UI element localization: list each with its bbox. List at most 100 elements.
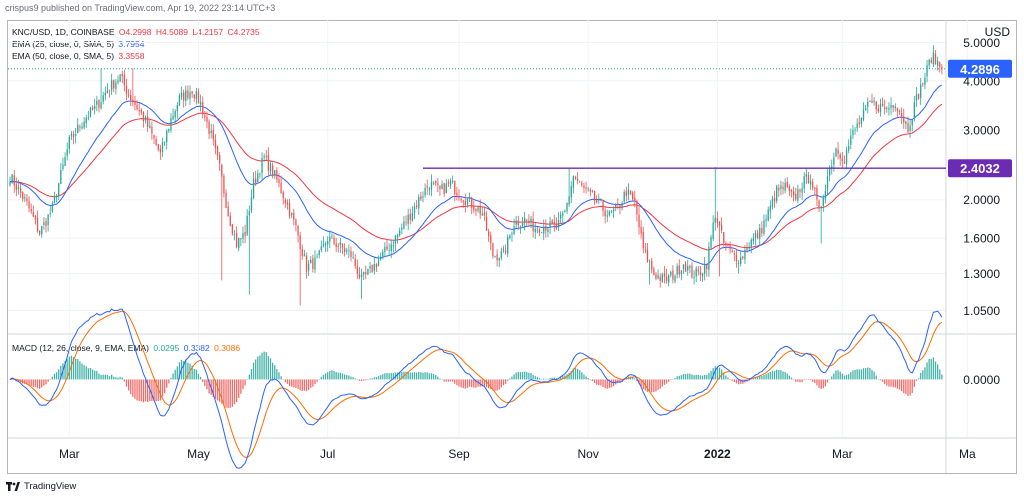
candle-body	[282, 192, 284, 199]
macd-histogram-bar	[589, 379, 591, 380]
candle-body	[432, 182, 435, 184]
candle-body	[854, 129, 856, 131]
candle-body	[540, 232, 543, 234]
candle-body	[896, 107, 899, 111]
candle-body	[682, 264, 685, 270]
macd-histogram-bar	[735, 379, 738, 384]
macd-histogram-bar	[445, 379, 447, 382]
candle-body	[898, 110, 901, 112]
candle-body	[886, 108, 888, 109]
candle-body	[837, 149, 839, 154]
macd-histogram-bar	[502, 379, 505, 386]
time-tick-label: Sep	[448, 447, 470, 461]
macd-histogram-bar	[473, 379, 475, 388]
macd-histogram-bar	[244, 379, 246, 386]
candle-body	[401, 227, 403, 230]
candle-body	[653, 268, 655, 275]
macd-histogram-bar	[490, 379, 492, 390]
candle-body	[612, 209, 615, 212]
macd-histogram-bar	[426, 372, 428, 380]
macd-histogram-bar	[710, 370, 712, 380]
candle-body	[475, 208, 477, 212]
macd-histogram-bar	[621, 379, 623, 382]
macd-histogram-bar	[170, 377, 172, 380]
macd-histogram-bar	[471, 379, 473, 388]
price-tick-label: 1.3000	[963, 267, 1000, 281]
candle-body	[100, 101, 102, 109]
macd-histogram-bar	[881, 379, 884, 382]
macd-histogram-bar	[127, 379, 130, 391]
candle-body	[420, 195, 422, 199]
macd-histogram-bar	[166, 379, 168, 388]
footer-brand: TradingView	[24, 480, 77, 492]
candle-body	[375, 264, 378, 268]
candle-body	[47, 214, 49, 225]
macd-histogram-bar	[314, 379, 316, 385]
candle-body	[13, 175, 15, 186]
candle-body	[161, 142, 164, 152]
candle-body	[805, 174, 807, 177]
candle-body	[337, 246, 339, 247]
candle-body	[117, 80, 119, 83]
candle-body	[718, 221, 721, 226]
candle-body	[371, 264, 373, 272]
macd-histogram-bar	[553, 377, 555, 380]
candle-body	[106, 90, 109, 94]
candle-body	[930, 60, 932, 63]
candle-body	[765, 219, 767, 222]
macd-histogram-bar	[94, 370, 96, 380]
candle-body	[151, 126, 153, 134]
candle-body	[528, 220, 530, 224]
candle-body	[426, 186, 428, 188]
macd-histogram-bar	[562, 375, 564, 380]
candle-body	[771, 198, 774, 207]
price-tick-label: 1.0500	[963, 304, 1000, 318]
candle-body	[670, 271, 672, 276]
macd-histogram-bar	[318, 379, 320, 380]
macd-histogram-bar	[600, 379, 602, 386]
macd-histogram-bar	[58, 369, 60, 380]
macd-histogram-bar	[890, 379, 892, 387]
ema25-line	[9, 84, 943, 266]
macd-histogram-bar	[121, 377, 123, 380]
candle-body	[221, 164, 223, 177]
candle-body	[733, 253, 735, 255]
candle-body	[185, 90, 187, 101]
candle-body	[803, 176, 805, 189]
macd-histogram-bar	[509, 378, 511, 380]
macd-histogram-bar	[49, 379, 51, 380]
candle-body	[521, 223, 524, 227]
macd-histogram-bar	[731, 379, 733, 381]
macd-legend: MACD (12, 26, close, 9, EMA, EMA) 0.0295…	[12, 343, 240, 353]
candle-body	[547, 229, 549, 233]
macd-histogram-bar	[850, 372, 852, 380]
candle-body	[905, 121, 907, 125]
macd-histogram-bar	[716, 366, 719, 380]
candle-body	[142, 112, 145, 122]
macd-histogram-bar	[693, 375, 695, 380]
macd-histogram-bar	[72, 357, 75, 380]
macd-histogram-bar	[534, 376, 536, 380]
candle-body	[77, 124, 79, 134]
macd-histogram-bar	[263, 351, 265, 380]
candle-body	[91, 107, 94, 111]
candle-body	[435, 181, 437, 184]
candle-body	[316, 256, 318, 258]
candle-body	[911, 119, 913, 126]
candle-body	[873, 101, 875, 103]
candle-body	[240, 238, 242, 240]
macd-histogram-bar	[219, 379, 221, 402]
candle-body	[53, 196, 56, 203]
candle-body	[428, 188, 431, 190]
candle-body	[172, 115, 174, 120]
macd-histogram-bar	[451, 379, 454, 382]
macd-histogram-bar	[53, 373, 56, 380]
candle-body	[333, 237, 335, 244]
candle-body	[638, 214, 640, 228]
macd-histogram-bar	[178, 362, 181, 380]
macd-histogram-bar	[608, 379, 611, 389]
macd-histogram-bar	[515, 372, 517, 380]
candle-body	[49, 212, 51, 214]
candle-body	[845, 150, 848, 165]
candle-body	[303, 254, 306, 257]
